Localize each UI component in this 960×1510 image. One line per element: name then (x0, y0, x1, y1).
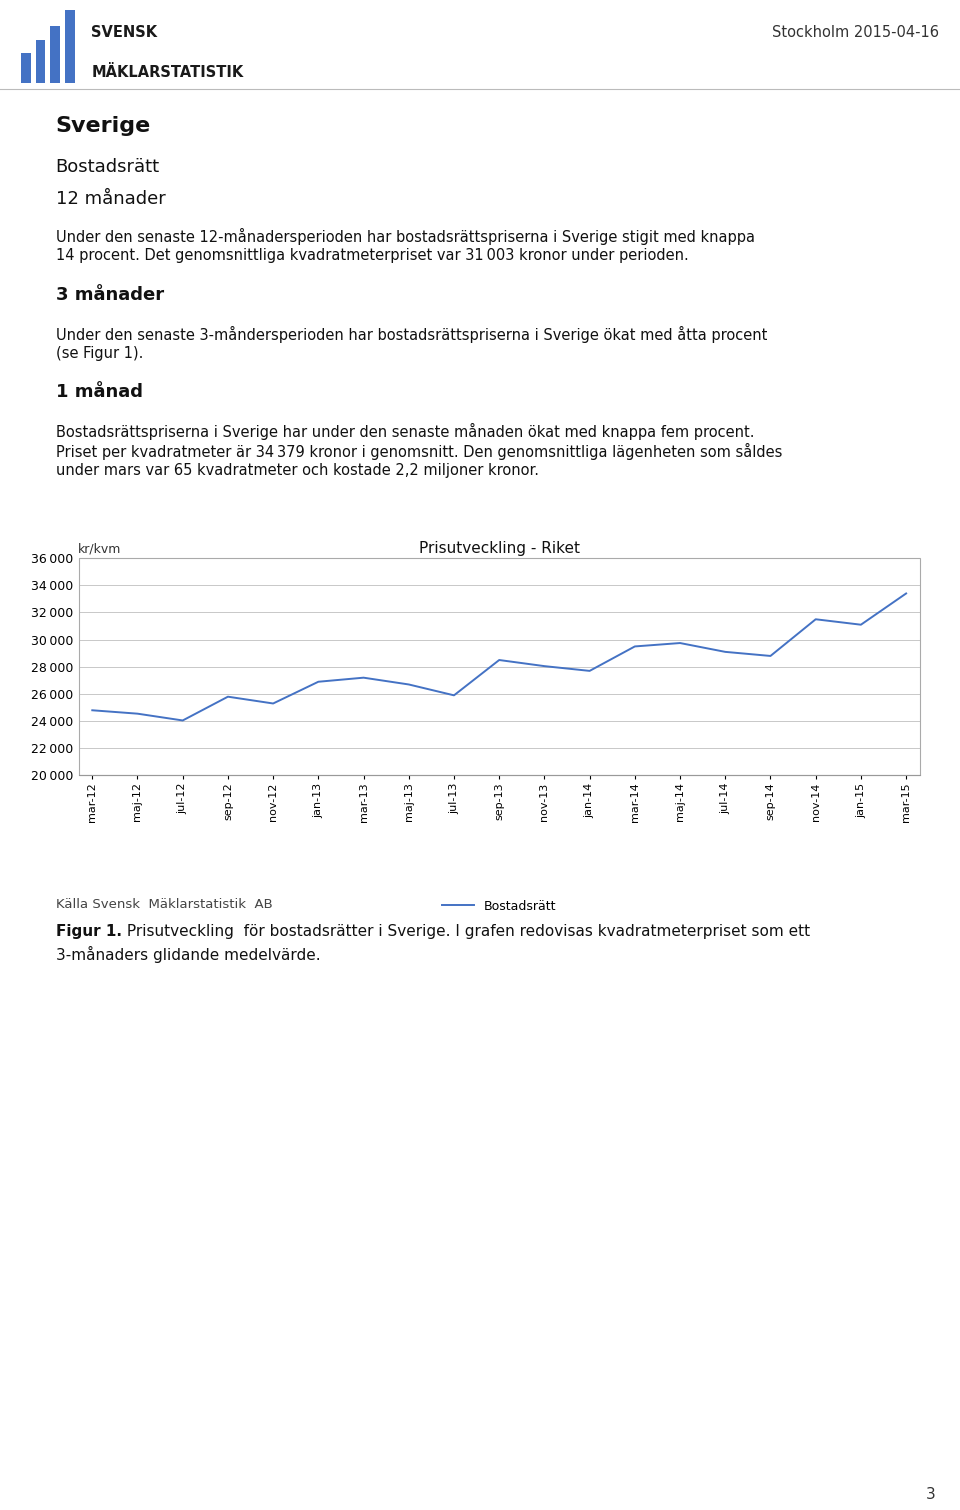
Text: 14 procent. Det genomsnittliga kvadratmeterpriset var 31 003 kronor under period: 14 procent. Det genomsnittliga kvadratme… (56, 248, 688, 263)
Text: Under den senaste 12-månadersperioden har bostadsrättspriserna i Sverige stigit : Under den senaste 12-månadersperioden ha… (56, 228, 755, 245)
Text: SVENSK: SVENSK (91, 26, 157, 41)
Text: kr/kvm: kr/kvm (78, 544, 121, 556)
Bar (51, 26, 60, 83)
Bar (21, 53, 31, 83)
Bar (79, 559, 920, 776)
Text: Prisutveckling  för bostadsrätter i Sverige. I grafen redovisas kvadratmeterpris: Prisutveckling för bostadsrätter i Sveri… (122, 924, 810, 939)
Text: Figur 1.: Figur 1. (56, 924, 122, 939)
Text: 12 månader: 12 månader (56, 190, 165, 208)
Text: Stockholm 2015-04-16: Stockholm 2015-04-16 (772, 26, 939, 41)
Text: 3 månader: 3 månader (56, 287, 164, 304)
Bar (36, 39, 45, 83)
Text: under mars var 65 kvadratmeter och kostade 2,2 miljoner kronor.: under mars var 65 kvadratmeter och kosta… (56, 464, 539, 479)
Text: Under den senaste 3-måndersperioden har bostadsrättspriserna i Sverige ökat med : Under den senaste 3-måndersperioden har … (56, 326, 767, 343)
Text: Bostadsrättspriserna i Sverige har under den senaste månaden ökat med knappa fem: Bostadsrättspriserna i Sverige har under… (56, 423, 755, 441)
Text: Sverige: Sverige (56, 116, 151, 136)
Text: 3-månaders glidande medelvärde.: 3-månaders glidande medelvärde. (56, 947, 321, 963)
Text: 3: 3 (926, 1487, 936, 1502)
Text: 1 månad: 1 månad (56, 384, 143, 402)
Text: Bostadsrätt: Bostadsrätt (56, 159, 159, 177)
Text: MÄKLARSTATISTIK: MÄKLARSTATISTIK (91, 65, 244, 80)
Text: Prisutveckling - Riket: Prisutveckling - Riket (419, 541, 580, 556)
Legend: Bostadsrätt: Bostadsrätt (438, 895, 561, 918)
Bar (65, 11, 75, 83)
Text: Källa Svensk  Mäklarstatistik  AB: Källa Svensk Mäklarstatistik AB (56, 898, 273, 911)
Text: (se Figur 1).: (se Figur 1). (56, 346, 143, 361)
Text: Priset per kvadratmeter är 34 379 kronor i genomsnitt. Den genomsnittliga lägenh: Priset per kvadratmeter är 34 379 kronor… (56, 442, 782, 461)
